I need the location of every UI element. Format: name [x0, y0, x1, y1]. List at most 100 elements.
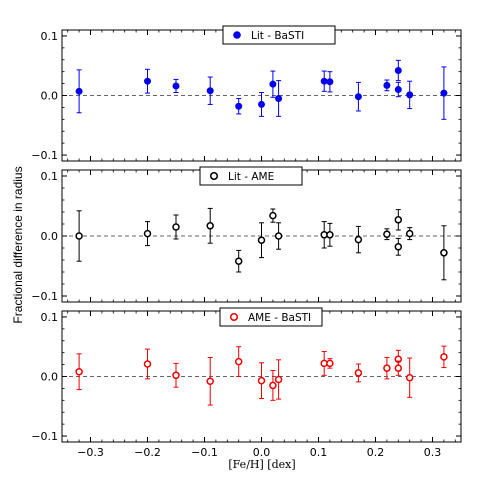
data-point	[257, 362, 266, 400]
y-tick-label: 0.0	[41, 90, 59, 103]
data-point	[206, 356, 214, 406]
x-tick-label: −0.3	[77, 446, 104, 459]
data-point	[440, 66, 448, 120]
data-point	[269, 370, 277, 401]
chart-panel-1: 0.1 0.0 −0.1 Lit - BaSTI	[31, 25, 462, 162]
data-marker	[269, 80, 277, 88]
data-point	[354, 225, 363, 254]
data-point	[275, 80, 283, 117]
data-marker	[235, 102, 243, 110]
y-tick-label: 0.1	[41, 30, 59, 43]
data-marker	[405, 373, 414, 382]
data-point	[394, 59, 402, 82]
data-marker	[394, 243, 403, 251]
data-point	[269, 70, 277, 98]
y-tick-label: −0.1	[31, 149, 58, 162]
data-marker	[172, 371, 180, 380]
data-point	[206, 76, 214, 105]
data-point	[354, 81, 362, 112]
legend-label: Lit - AME	[228, 171, 274, 183]
data-marker	[275, 94, 283, 102]
data-point	[206, 207, 214, 244]
legend-label: AME - BaSTI	[248, 312, 311, 324]
data-point	[75, 210, 83, 262]
legend-box	[199, 166, 303, 186]
data-marker	[326, 78, 334, 86]
data-marker	[269, 211, 277, 220]
data-marker	[75, 87, 83, 95]
legend-box	[222, 25, 336, 45]
data-point	[326, 222, 334, 247]
data-marker	[206, 87, 214, 95]
data-point	[258, 92, 265, 117]
y-tick-label: −0.1	[31, 430, 58, 443]
x-tick-label: 0.2	[367, 446, 385, 459]
data-marker	[354, 93, 362, 101]
data-point	[172, 362, 180, 388]
data-marker	[440, 353, 448, 361]
data-marker	[354, 369, 363, 377]
x-tick-label: −0.1	[191, 446, 218, 459]
legend-box	[219, 307, 323, 327]
data-point	[320, 70, 328, 92]
data-marker	[394, 364, 403, 372]
data-marker	[143, 360, 152, 368]
data-marker	[440, 89, 448, 97]
data-point	[394, 360, 403, 376]
data-marker	[206, 222, 214, 230]
data-point	[234, 249, 243, 273]
data-point	[143, 221, 152, 247]
data-point	[440, 225, 448, 281]
data-point	[326, 358, 334, 369]
data-point	[383, 79, 391, 92]
chart-panel-2: 0.1 0.0 −0.1 Lit - AME	[31, 166, 462, 303]
data-marker	[234, 257, 243, 265]
data-marker	[172, 223, 180, 231]
legend: Lit - AME	[199, 166, 303, 186]
legend-marker	[233, 31, 241, 39]
data-marker	[394, 216, 403, 224]
data-point	[383, 356, 391, 380]
x-tick-label: 0.1	[310, 446, 328, 459]
data-marker	[394, 86, 402, 94]
x-tick-label: −0.2	[134, 446, 161, 459]
y-tick-label: 0.0	[41, 371, 59, 384]
data-point	[144, 68, 151, 94]
data-point	[354, 363, 363, 383]
data-marker	[269, 381, 277, 390]
data-point	[394, 81, 402, 98]
data-point	[274, 359, 283, 400]
data-marker	[206, 377, 214, 386]
data-marker	[394, 66, 402, 74]
legend-label: Lit - BaSTI	[251, 30, 304, 42]
legend: Lit - BaSTI	[222, 25, 336, 45]
data-point	[320, 221, 328, 249]
data-point	[394, 209, 403, 231]
data-point	[235, 97, 243, 115]
data-point	[143, 348, 152, 380]
x-tick-label: 0.0	[253, 446, 271, 459]
chart-panel-3: 0.1 0.0 −0.1 −0.3 −0.2 −0.1 0.0 0.1 0.2 0.3 AME - …	[31, 307, 462, 459]
data-marker	[354, 235, 363, 244]
y-tick-label: −0.1	[31, 290, 58, 303]
data-marker	[383, 81, 391, 89]
data-marker	[326, 231, 334, 239]
legend: AME - BaSTI	[219, 307, 323, 327]
data-marker	[143, 229, 152, 238]
data-marker	[383, 364, 391, 372]
x-axis-label: [Fe/H] [dex]	[228, 458, 295, 471]
data-point	[257, 222, 266, 259]
data-marker	[320, 77, 328, 85]
data-marker	[405, 229, 414, 238]
x-tick-label: 0.3	[424, 446, 442, 459]
data-point	[394, 237, 403, 256]
data-marker	[406, 91, 414, 99]
data-marker	[234, 357, 243, 366]
data-marker	[258, 100, 265, 108]
data-marker	[75, 232, 83, 240]
data-point	[383, 228, 391, 241]
data-marker	[257, 376, 266, 385]
data-point	[269, 208, 277, 223]
